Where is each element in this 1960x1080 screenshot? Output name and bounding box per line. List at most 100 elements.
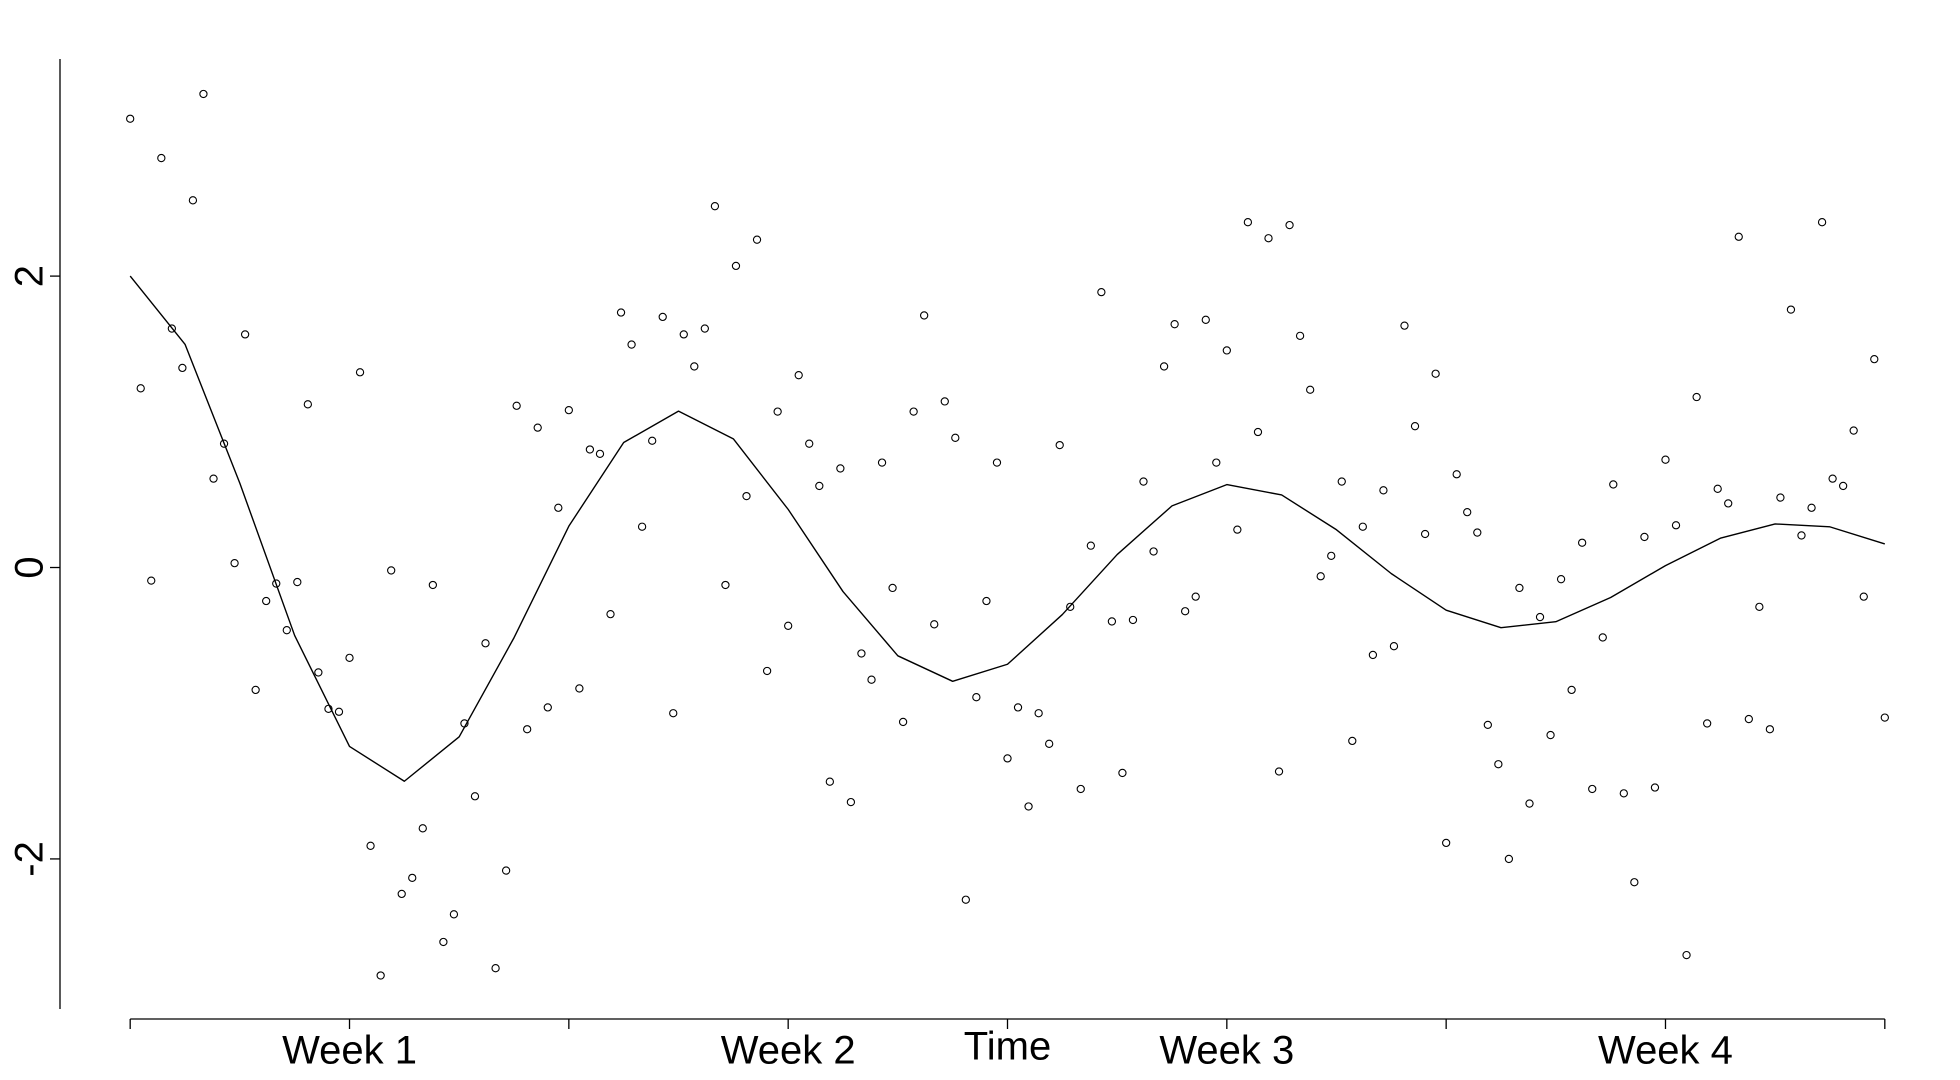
data-point	[616, 308, 626, 317]
y-tick-label: -2	[8, 841, 52, 877]
data-point	[449, 910, 459, 919]
data-point	[366, 841, 375, 850]
data-point	[1556, 575, 1566, 584]
data-point	[533, 423, 542, 432]
data-point	[982, 596, 991, 606]
data-point	[439, 937, 448, 947]
data-point	[1682, 950, 1691, 960]
data-point	[147, 576, 156, 585]
data-point	[992, 458, 1002, 467]
x-tick-label: Week 2	[721, 1029, 856, 1073]
data-point	[1233, 525, 1242, 534]
data-point	[1535, 612, 1545, 622]
data-point	[762, 666, 772, 676]
data-point	[1285, 220, 1294, 230]
data-point	[825, 777, 834, 786]
data-point	[1630, 878, 1639, 887]
data-point	[815, 481, 824, 491]
data-point	[920, 311, 929, 320]
data-point	[314, 668, 323, 677]
data-point	[1191, 592, 1200, 601]
data-point	[1713, 484, 1722, 493]
data-point	[857, 649, 866, 658]
data-point	[1744, 714, 1753, 724]
data-point	[1807, 503, 1816, 512]
data-point	[272, 579, 281, 588]
data-point	[1159, 362, 1169, 371]
data-point	[1504, 854, 1514, 864]
data-point	[1442, 838, 1451, 848]
data-point	[637, 522, 647, 531]
data-point	[251, 685, 260, 695]
data-point	[742, 491, 751, 501]
data-point	[1546, 730, 1555, 740]
data-point	[1368, 650, 1378, 660]
data-point	[1703, 719, 1712, 728]
data-point	[1650, 783, 1660, 792]
data-point	[126, 114, 135, 123]
y-tick-label: 2	[8, 265, 52, 287]
data-point	[1588, 784, 1597, 794]
data-point	[199, 89, 208, 99]
data-point	[961, 895, 970, 904]
data-point	[460, 719, 469, 728]
data-point	[784, 621, 793, 630]
data-point	[387, 566, 396, 575]
data-point	[669, 709, 678, 718]
data-point	[658, 312, 667, 322]
y-tick-label: 0	[8, 556, 52, 578]
data-point	[1849, 426, 1858, 435]
data-point	[627, 340, 636, 349]
data-point	[491, 964, 500, 973]
data-point	[679, 330, 688, 339]
data-point	[1494, 760, 1503, 769]
data-point	[282, 626, 291, 635]
data-point	[1577, 538, 1587, 547]
data-point	[1389, 642, 1399, 651]
data-point	[324, 704, 333, 713]
data-point	[564, 406, 573, 415]
data-point	[1118, 768, 1127, 778]
data-point	[136, 384, 145, 393]
data-point	[700, 324, 709, 333]
data-point	[690, 362, 699, 371]
data-point	[1463, 507, 1472, 517]
data-point	[408, 873, 417, 883]
data-point	[805, 439, 814, 448]
data-point	[1253, 427, 1263, 437]
data-point	[262, 596, 271, 606]
data-point	[1003, 754, 1012, 763]
data-point	[167, 324, 177, 333]
data-point	[585, 445, 595, 454]
data-point	[1640, 532, 1649, 542]
data-point	[1274, 767, 1284, 776]
data-point	[1724, 499, 1733, 508]
data-point	[1128, 615, 1138, 625]
x-tick-label: Week 1	[282, 1029, 417, 1073]
data-point	[178, 363, 187, 373]
data-point	[846, 797, 856, 807]
data-point	[930, 620, 939, 629]
data-point	[219, 439, 229, 448]
data-point	[157, 153, 166, 163]
data-point	[710, 202, 720, 211]
data-point	[606, 609, 615, 619]
data-point	[355, 368, 365, 377]
data-point	[1797, 531, 1806, 540]
data-point	[293, 577, 302, 587]
data-point	[1870, 355, 1879, 364]
data-point	[188, 196, 198, 205]
data-point	[512, 401, 521, 410]
data-point	[1013, 703, 1023, 712]
data-point	[1316, 572, 1325, 581]
data-point	[523, 725, 532, 734]
data-point	[1066, 602, 1075, 612]
data-point	[1264, 234, 1273, 243]
data-point	[1420, 529, 1430, 539]
data-point	[303, 400, 312, 409]
data-point	[1817, 218, 1827, 227]
data-point	[1201, 315, 1210, 324]
data-point	[1181, 607, 1190, 616]
data-point	[1107, 617, 1117, 626]
data-point	[428, 580, 438, 590]
